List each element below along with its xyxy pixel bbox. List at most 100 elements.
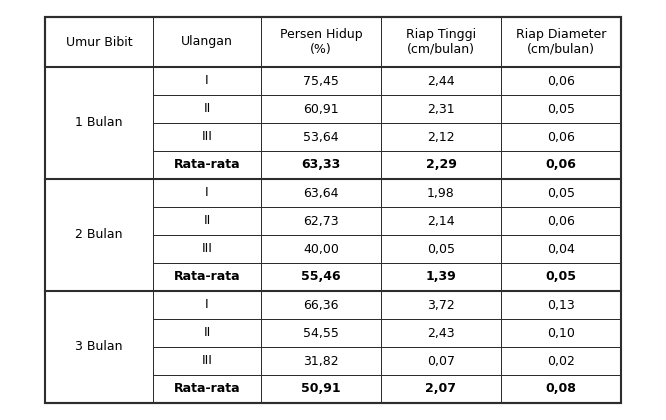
Text: Ulangan: Ulangan (181, 36, 233, 48)
Bar (153, 207, 261, 235)
Bar (153, 151, 261, 179)
Text: 0,04: 0,04 (547, 242, 575, 255)
Text: II: II (203, 326, 210, 339)
Text: 63,33: 63,33 (302, 158, 340, 171)
Bar (381, 67, 501, 95)
Text: 0,07: 0,07 (427, 354, 455, 368)
Bar (153, 67, 261, 95)
Text: III: III (202, 242, 212, 255)
Bar (381, 263, 501, 291)
Text: 3 Bulan: 3 Bulan (75, 341, 123, 354)
Bar (153, 319, 261, 347)
Bar (501, 347, 621, 375)
Text: 3,72: 3,72 (427, 299, 455, 312)
Text: I: I (205, 74, 209, 87)
Bar (381, 17, 501, 67)
Bar (45, 291, 153, 403)
Text: 63,64: 63,64 (303, 186, 339, 199)
Bar (261, 17, 381, 67)
Bar (45, 17, 621, 403)
Text: 0,05: 0,05 (427, 242, 455, 255)
Bar (45, 17, 621, 67)
Bar (153, 17, 261, 67)
Text: III: III (202, 354, 212, 368)
Bar (261, 375, 381, 403)
Bar (501, 319, 621, 347)
Text: 0,05: 0,05 (547, 102, 575, 116)
Bar (261, 291, 381, 319)
Text: Rata-rata: Rata-rata (174, 383, 240, 396)
Text: III: III (202, 131, 212, 144)
Bar (261, 347, 381, 375)
Text: 2,43: 2,43 (427, 326, 455, 339)
Text: Riap Diameter
(cm/bulan): Riap Diameter (cm/bulan) (515, 28, 606, 56)
Bar (501, 95, 621, 123)
Bar (381, 347, 501, 375)
Bar (45, 179, 153, 291)
Bar (381, 95, 501, 123)
Bar (381, 375, 501, 403)
Text: 0,13: 0,13 (547, 299, 575, 312)
Text: 2,12: 2,12 (427, 131, 455, 144)
Bar (153, 123, 261, 151)
Text: 66,36: 66,36 (303, 299, 339, 312)
Bar (153, 95, 261, 123)
Text: 2,31: 2,31 (427, 102, 455, 116)
Bar (501, 235, 621, 263)
Text: 0,05: 0,05 (545, 270, 577, 284)
Bar (501, 179, 621, 207)
Text: 1 Bulan: 1 Bulan (75, 116, 123, 129)
Bar (381, 207, 501, 235)
Text: 0,06: 0,06 (545, 158, 577, 171)
Text: 55,46: 55,46 (301, 270, 341, 284)
Bar (261, 235, 381, 263)
Bar (381, 319, 501, 347)
Bar (381, 151, 501, 179)
Text: Rata-rata: Rata-rata (174, 158, 240, 171)
Text: Riap Tinggi
(cm/bulan): Riap Tinggi (cm/bulan) (406, 28, 476, 56)
Text: Rata-rata: Rata-rata (174, 270, 240, 284)
Bar (381, 291, 501, 319)
Text: 2,29: 2,29 (426, 158, 456, 171)
Text: 50,91: 50,91 (301, 383, 341, 396)
Bar (501, 17, 621, 67)
Text: 1,98: 1,98 (427, 186, 455, 199)
Text: 31,82: 31,82 (303, 354, 339, 368)
Text: 1,39: 1,39 (426, 270, 456, 284)
Bar (153, 375, 261, 403)
Bar (153, 347, 261, 375)
Text: 2 Bulan: 2 Bulan (75, 228, 123, 241)
Bar (381, 235, 501, 263)
Text: 54,55: 54,55 (303, 326, 339, 339)
Bar (501, 67, 621, 95)
Text: Umur Bibit: Umur Bibit (66, 36, 133, 48)
Bar (261, 319, 381, 347)
Bar (45, 67, 153, 179)
Bar (261, 123, 381, 151)
Bar (153, 235, 261, 263)
Bar (501, 151, 621, 179)
Text: 75,45: 75,45 (303, 74, 339, 87)
Bar (501, 207, 621, 235)
Bar (261, 263, 381, 291)
Text: 0,06: 0,06 (547, 74, 575, 87)
Bar (45, 179, 153, 291)
Text: I: I (205, 186, 209, 199)
Bar (45, 17, 153, 67)
Text: 0,08: 0,08 (545, 383, 577, 396)
Bar (261, 207, 381, 235)
Text: 0,10: 0,10 (547, 326, 575, 339)
Bar (261, 95, 381, 123)
Text: 2,14: 2,14 (427, 215, 455, 228)
Bar (153, 291, 261, 319)
Text: 40,00: 40,00 (303, 242, 339, 255)
Bar (501, 123, 621, 151)
Text: 62,73: 62,73 (303, 215, 339, 228)
Bar (381, 123, 501, 151)
Bar (501, 291, 621, 319)
Bar (45, 67, 153, 179)
Bar (153, 179, 261, 207)
Text: II: II (203, 215, 210, 228)
Text: 0,06: 0,06 (547, 131, 575, 144)
Bar (381, 179, 501, 207)
